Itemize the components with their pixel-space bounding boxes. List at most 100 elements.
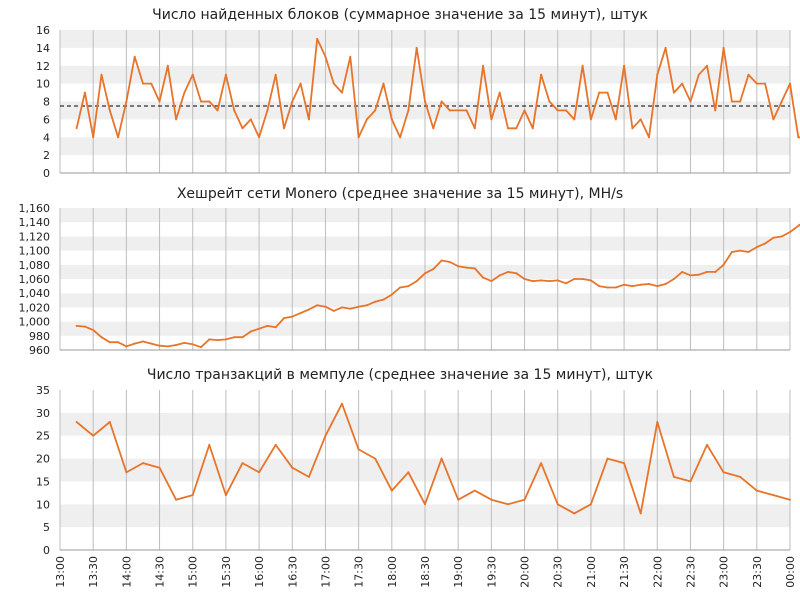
data-point (134, 343, 136, 345)
data-point (474, 490, 476, 492)
data-point (341, 306, 343, 308)
data-point (698, 274, 700, 276)
data-point (175, 344, 177, 346)
data-point (665, 47, 667, 49)
data-point (109, 341, 111, 343)
data-point (109, 421, 111, 423)
data-point (242, 336, 244, 338)
data-point (200, 101, 202, 103)
data-point (557, 279, 559, 281)
data-point (507, 271, 509, 273)
y-tick-label: 20 (36, 453, 50, 466)
data-point (490, 499, 492, 501)
data-point (183, 342, 185, 344)
data-point (349, 56, 351, 58)
data-point (167, 65, 169, 67)
y-tick-label: 14 (36, 42, 50, 55)
data-point (739, 476, 741, 478)
y-tick-label: 12 (36, 60, 50, 73)
data-point (631, 285, 633, 287)
data-point (258, 136, 260, 138)
data-point (748, 74, 750, 76)
y-tick-label: 1,160 (19, 202, 51, 215)
data-point (192, 494, 194, 496)
data-point (101, 74, 103, 76)
data-point (125, 345, 127, 347)
data-point (150, 83, 152, 85)
data-point (300, 312, 302, 314)
data-point (607, 287, 609, 289)
data-point (557, 109, 559, 111)
data-point (374, 301, 376, 303)
data-point (125, 101, 127, 103)
data-point (208, 101, 210, 103)
data-point (532, 127, 534, 129)
y-tick-label: 10 (36, 498, 50, 511)
x-tick-label: 16:00 (253, 556, 266, 588)
data-point (258, 328, 260, 330)
data-point (748, 251, 750, 253)
data-point (482, 277, 484, 279)
data-point (706, 444, 708, 446)
data-point (416, 47, 418, 49)
y-tick-label: 1,000 (19, 316, 51, 329)
y-tick-label: 15 (36, 475, 50, 488)
y-tick-label: 960 (29, 344, 50, 357)
data-point (291, 316, 293, 318)
data-point (407, 109, 409, 111)
x-tick-label: 13:00 (54, 556, 67, 588)
data-point (432, 127, 434, 129)
data-point (507, 127, 509, 129)
data-point (623, 284, 625, 286)
chart-title: Хешрейт сети Monero (среднее значение за… (177, 186, 623, 202)
y-tick-label: 10 (36, 78, 50, 91)
data-point (300, 83, 302, 85)
data-point (565, 282, 567, 284)
x-tick-label: 00:00 (784, 556, 797, 588)
x-tick-label: 13:30 (87, 556, 100, 588)
data-point (466, 267, 468, 269)
data-point (690, 480, 692, 482)
data-point (308, 118, 310, 120)
data-point (358, 306, 360, 308)
y-tick-label: 0 (43, 544, 50, 557)
data-point (391, 118, 393, 120)
y-tick-label: 980 (29, 330, 50, 343)
data-point (540, 279, 542, 281)
data-point (656, 285, 658, 287)
data-point (366, 118, 368, 120)
data-point (242, 127, 244, 129)
data-point (482, 65, 484, 67)
data-point (673, 476, 675, 478)
data-point (756, 490, 758, 492)
data-point (333, 83, 335, 85)
data-point (490, 280, 492, 282)
data-point (92, 329, 94, 331)
data-point (76, 127, 78, 129)
chart-title: Число транзакций в мемпуле (среднее знач… (147, 367, 653, 383)
data-point (789, 83, 791, 85)
data-point (217, 109, 219, 111)
data-point (540, 74, 542, 76)
data-point (325, 306, 327, 308)
data-point (159, 101, 161, 103)
data-point (275, 326, 277, 328)
data-point (117, 341, 119, 343)
data-point (565, 109, 567, 111)
y-tick-label: 4 (43, 131, 50, 144)
x-tick-label: 20:00 (519, 556, 532, 588)
x-tick-label: 20:30 (552, 556, 565, 588)
data-point (233, 336, 235, 338)
data-point (341, 403, 343, 405)
data-point (723, 471, 725, 473)
data-point (590, 118, 592, 120)
data-point (441, 458, 443, 460)
data-point (358, 136, 360, 138)
data-point (474, 267, 476, 269)
data-point (573, 512, 575, 514)
data-point (524, 278, 526, 280)
data-point (316, 38, 318, 40)
x-tick-label: 16:30 (286, 556, 299, 588)
data-point (407, 471, 409, 473)
